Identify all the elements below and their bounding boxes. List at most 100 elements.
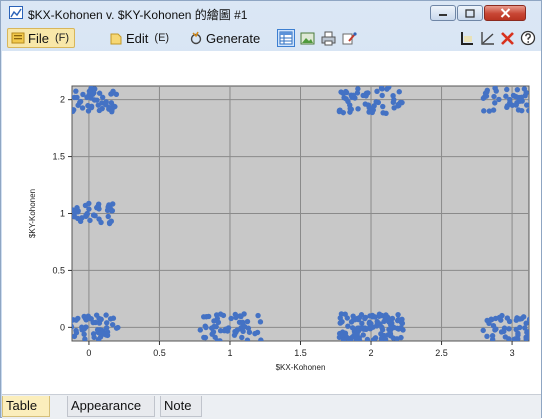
data-point [72, 210, 78, 216]
window-title: $KX-Kohonen v. $KY-Kohonen 的繪圖 #1 [28, 8, 248, 22]
data-point [347, 105, 353, 112]
data-point [530, 331, 535, 336]
data-point [103, 325, 110, 331]
data-point [79, 105, 86, 111]
data-point [212, 334, 218, 340]
data-point [398, 334, 404, 341]
data-point [398, 325, 404, 331]
data-point [364, 336, 371, 341]
data-point [74, 94, 80, 101]
menu-edit[interactable]: Edit (E) [109, 28, 169, 48]
clear-button[interactable] [498, 29, 516, 47]
data-point [339, 319, 345, 325]
data-point [372, 314, 378, 320]
tab-note[interactable]: Note [160, 396, 202, 417]
data-point [517, 98, 523, 104]
data-point [345, 335, 352, 341]
edit-icon [109, 31, 123, 45]
y-tick-label: 0.5 [52, 265, 65, 275]
y-tick-label: 2 [60, 95, 65, 105]
x-tick-label: 0.5 [153, 348, 166, 358]
data-point [240, 328, 246, 335]
data-point [202, 334, 209, 341]
line-tool-button[interactable] [478, 29, 496, 47]
axis-icon [460, 31, 473, 45]
data-point [83, 213, 89, 219]
data-point [532, 93, 537, 98]
data-point [536, 90, 541, 95]
help-button[interactable] [519, 29, 537, 47]
data-point [376, 311, 383, 317]
data-point [527, 316, 529, 322]
data-point [522, 325, 528, 331]
data-point [72, 108, 76, 115]
data-point [354, 90, 361, 96]
minimize-icon [439, 14, 447, 16]
data-point [535, 333, 540, 338]
data-point [94, 327, 101, 333]
data-point [399, 320, 406, 326]
data-point [519, 107, 525, 114]
axis-button[interactable] [457, 29, 475, 47]
data-point [524, 329, 529, 336]
data-point [504, 86, 510, 93]
data-point [72, 93, 73, 97]
data-point [480, 95, 487, 101]
data-point [240, 321, 246, 327]
menu-generate[interactable]: Generate [189, 28, 260, 48]
table-button[interactable] [277, 29, 295, 47]
print-button[interactable] [319, 29, 337, 47]
menu-edit-mnemonic: (E) [154, 32, 170, 44]
data-point [80, 326, 87, 332]
data-point [106, 104, 112, 111]
data-point [359, 320, 365, 326]
y-axis-label: $KY-Kohonen [28, 189, 37, 238]
data-point [59, 87, 64, 92]
data-point [257, 319, 264, 325]
data-point [115, 324, 121, 331]
menu-file[interactable]: File (F) [7, 28, 75, 48]
tab-appearance[interactable]: Appearance [67, 396, 155, 417]
data-point [255, 312, 261, 319]
maximize-icon [465, 8, 475, 18]
data-point [99, 105, 105, 112]
data-point [506, 326, 512, 332]
y-axis-ticks: 0 0.5 1 1.5 2 [52, 95, 72, 332]
data-point [395, 311, 401, 318]
data-point [110, 315, 117, 321]
minimize-button[interactable] [430, 5, 456, 21]
data-point [379, 327, 386, 333]
close-button[interactable] [484, 5, 526, 21]
x-tick-label: 0 [86, 348, 91, 358]
data-point [492, 327, 498, 333]
title-bar[interactable]: $KX-Kohonen v. $KY-Kohonen 的繪圖 #1 [1, 1, 541, 25]
data-point [220, 312, 227, 319]
data-point [72, 317, 77, 323]
maximize-button[interactable] [457, 5, 483, 21]
data-point [380, 103, 386, 110]
data-point [512, 336, 518, 341]
data-point [109, 321, 116, 328]
tab-table[interactable]: Table [2, 396, 50, 417]
data-point [98, 219, 104, 226]
export-button[interactable] [340, 29, 358, 47]
clear-x-icon [500, 31, 514, 45]
y-tick-label: 0 [60, 322, 65, 332]
data-point [355, 106, 361, 112]
data-point [350, 317, 357, 323]
data-point [484, 333, 490, 339]
x-axis-label: $KX-Kohonen [276, 363, 326, 372]
data-point [72, 209, 73, 213]
file-icon [11, 31, 25, 45]
data-point [360, 92, 366, 99]
image-button[interactable] [298, 29, 316, 47]
data-point [349, 325, 356, 331]
menu-file-mnemonic: (F) [54, 32, 69, 44]
data-point [221, 327, 228, 334]
data-point [507, 96, 513, 103]
close-icon [500, 8, 510, 18]
generate-icon [189, 31, 203, 45]
data-point [523, 102, 529, 108]
x-tick-label: 1 [227, 348, 232, 358]
